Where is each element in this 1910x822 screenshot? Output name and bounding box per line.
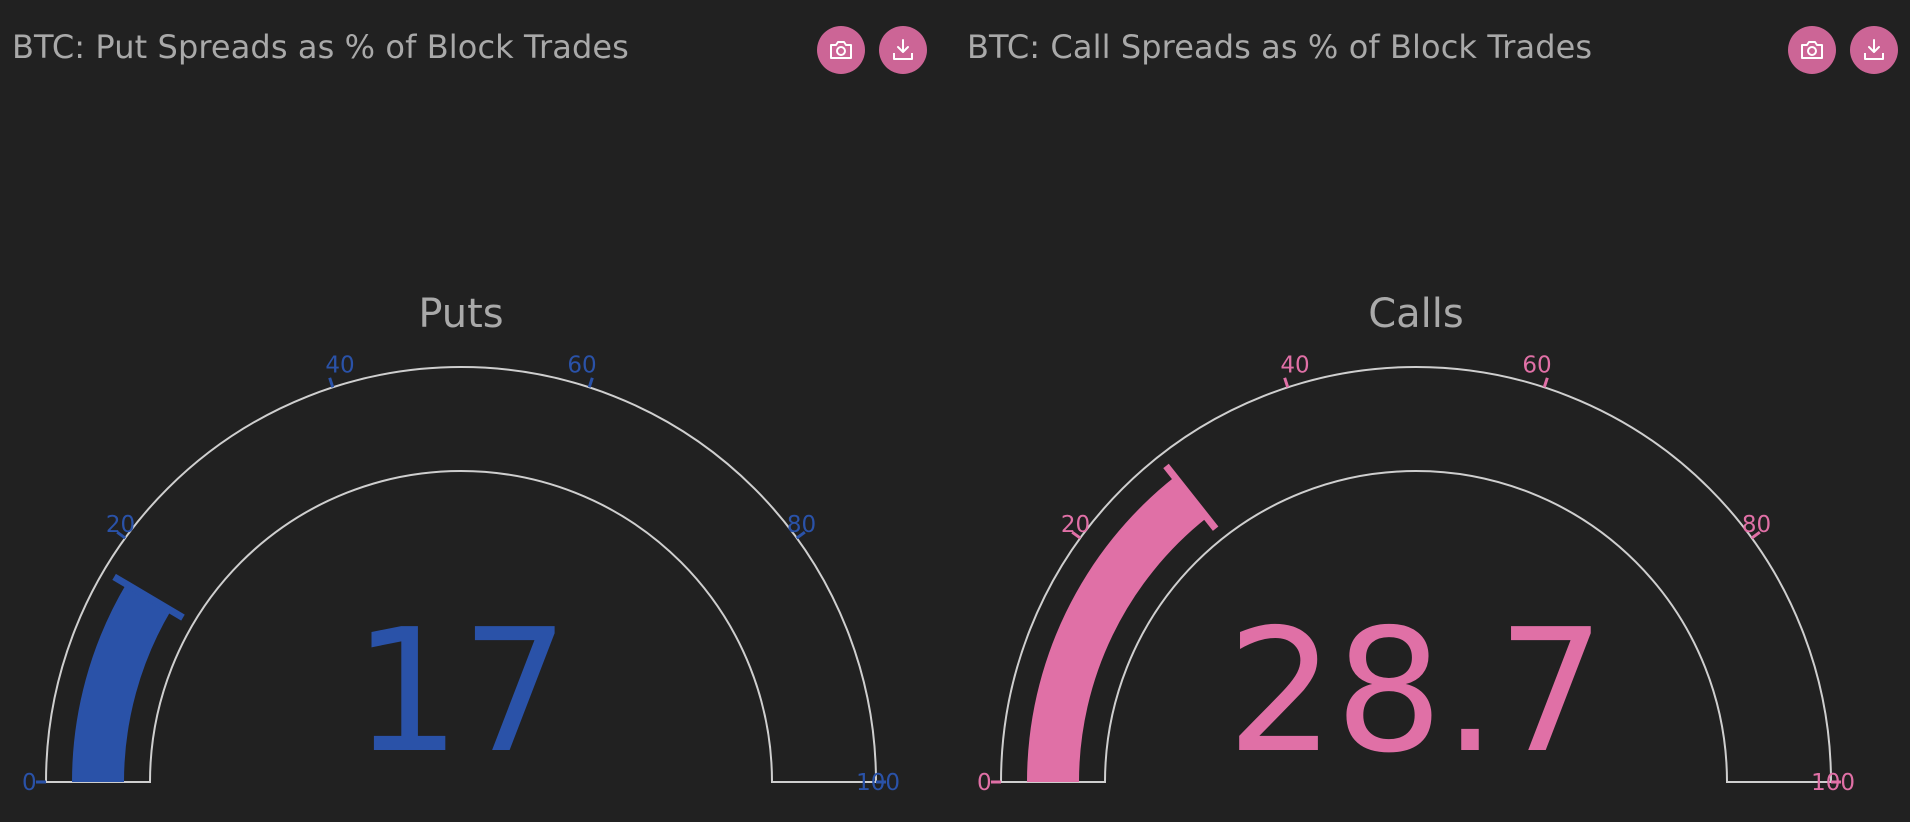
panel-toolbar: [817, 26, 929, 78]
gauge-threshold: [1163, 463, 1219, 531]
gauge-tick: [1542, 377, 1549, 388]
calls-gauge: Calls 0 20 40 60 80 100 28.7: [977, 291, 1855, 796]
gauge-tick-label: 100: [856, 770, 900, 796]
download-button[interactable]: [1850, 26, 1898, 74]
calls-panel: BTC: Call Spreads as % of Block Trades C…: [955, 0, 1910, 822]
gauge-threshold: [112, 573, 185, 621]
panel-title: BTC: Call Spreads as % of Block Trades: [967, 28, 1593, 66]
gauge-tick-label: 80: [787, 512, 816, 538]
gauge-value-bar: [72, 583, 171, 782]
gauge-tick-label: 60: [1522, 352, 1551, 378]
camera-icon: [1801, 41, 1823, 59]
camera-button[interactable]: [817, 26, 865, 74]
gauge-tick-label: 80: [1742, 512, 1771, 538]
gauge-tick-label: 0: [22, 770, 37, 796]
gauge-tick-label: 40: [325, 352, 354, 378]
puts-panel: BTC: Put Spreads as % of Block Trades Pu…: [12, 26, 929, 796]
download-icon: [1864, 39, 1884, 60]
puts-gauge: Puts 0 20 40 60 80 100 17: [22, 291, 900, 796]
camera-button[interactable]: [1788, 26, 1836, 74]
gauge-axis: 0 20 40 60 80 100: [977, 352, 1855, 796]
gauge-title: Puts: [418, 291, 503, 337]
gauge-tick: [1750, 530, 1761, 540]
gauge-axis: 0 20 40 60 80 100: [22, 352, 900, 796]
gauge-tick: [795, 530, 806, 540]
download-button[interactable]: [879, 26, 927, 74]
gauge-title: Calls: [1368, 291, 1464, 337]
gauge-value: 28.7: [1227, 593, 1606, 791]
download-icon: [893, 39, 913, 60]
gauge-tick: [1283, 377, 1290, 388]
gauge-tick: [328, 377, 335, 388]
gauge-tick: [1071, 530, 1082, 540]
gauge-background: [44, 366, 878, 783]
gauge-value: 17: [353, 593, 569, 791]
gauge-tick: [116, 530, 127, 540]
camera-icon: [830, 41, 852, 59]
gauge-background: [999, 366, 1833, 783]
panel-title: BTC: Put Spreads as % of Block Trades: [12, 28, 629, 66]
gauge-value-bar: [1027, 476, 1207, 782]
gauge-tick-label: 40: [1280, 352, 1309, 378]
gauge-tick-label: 20: [106, 512, 135, 538]
gauge-tick: [587, 377, 594, 388]
gauge-tick-label: 60: [567, 352, 596, 378]
gauge-tick-label: 100: [1811, 770, 1855, 796]
panel-toolbar: [1788, 26, 1900, 78]
gauge-tick-label: 20: [1061, 512, 1090, 538]
gauge-tick-label: 0: [977, 770, 992, 796]
